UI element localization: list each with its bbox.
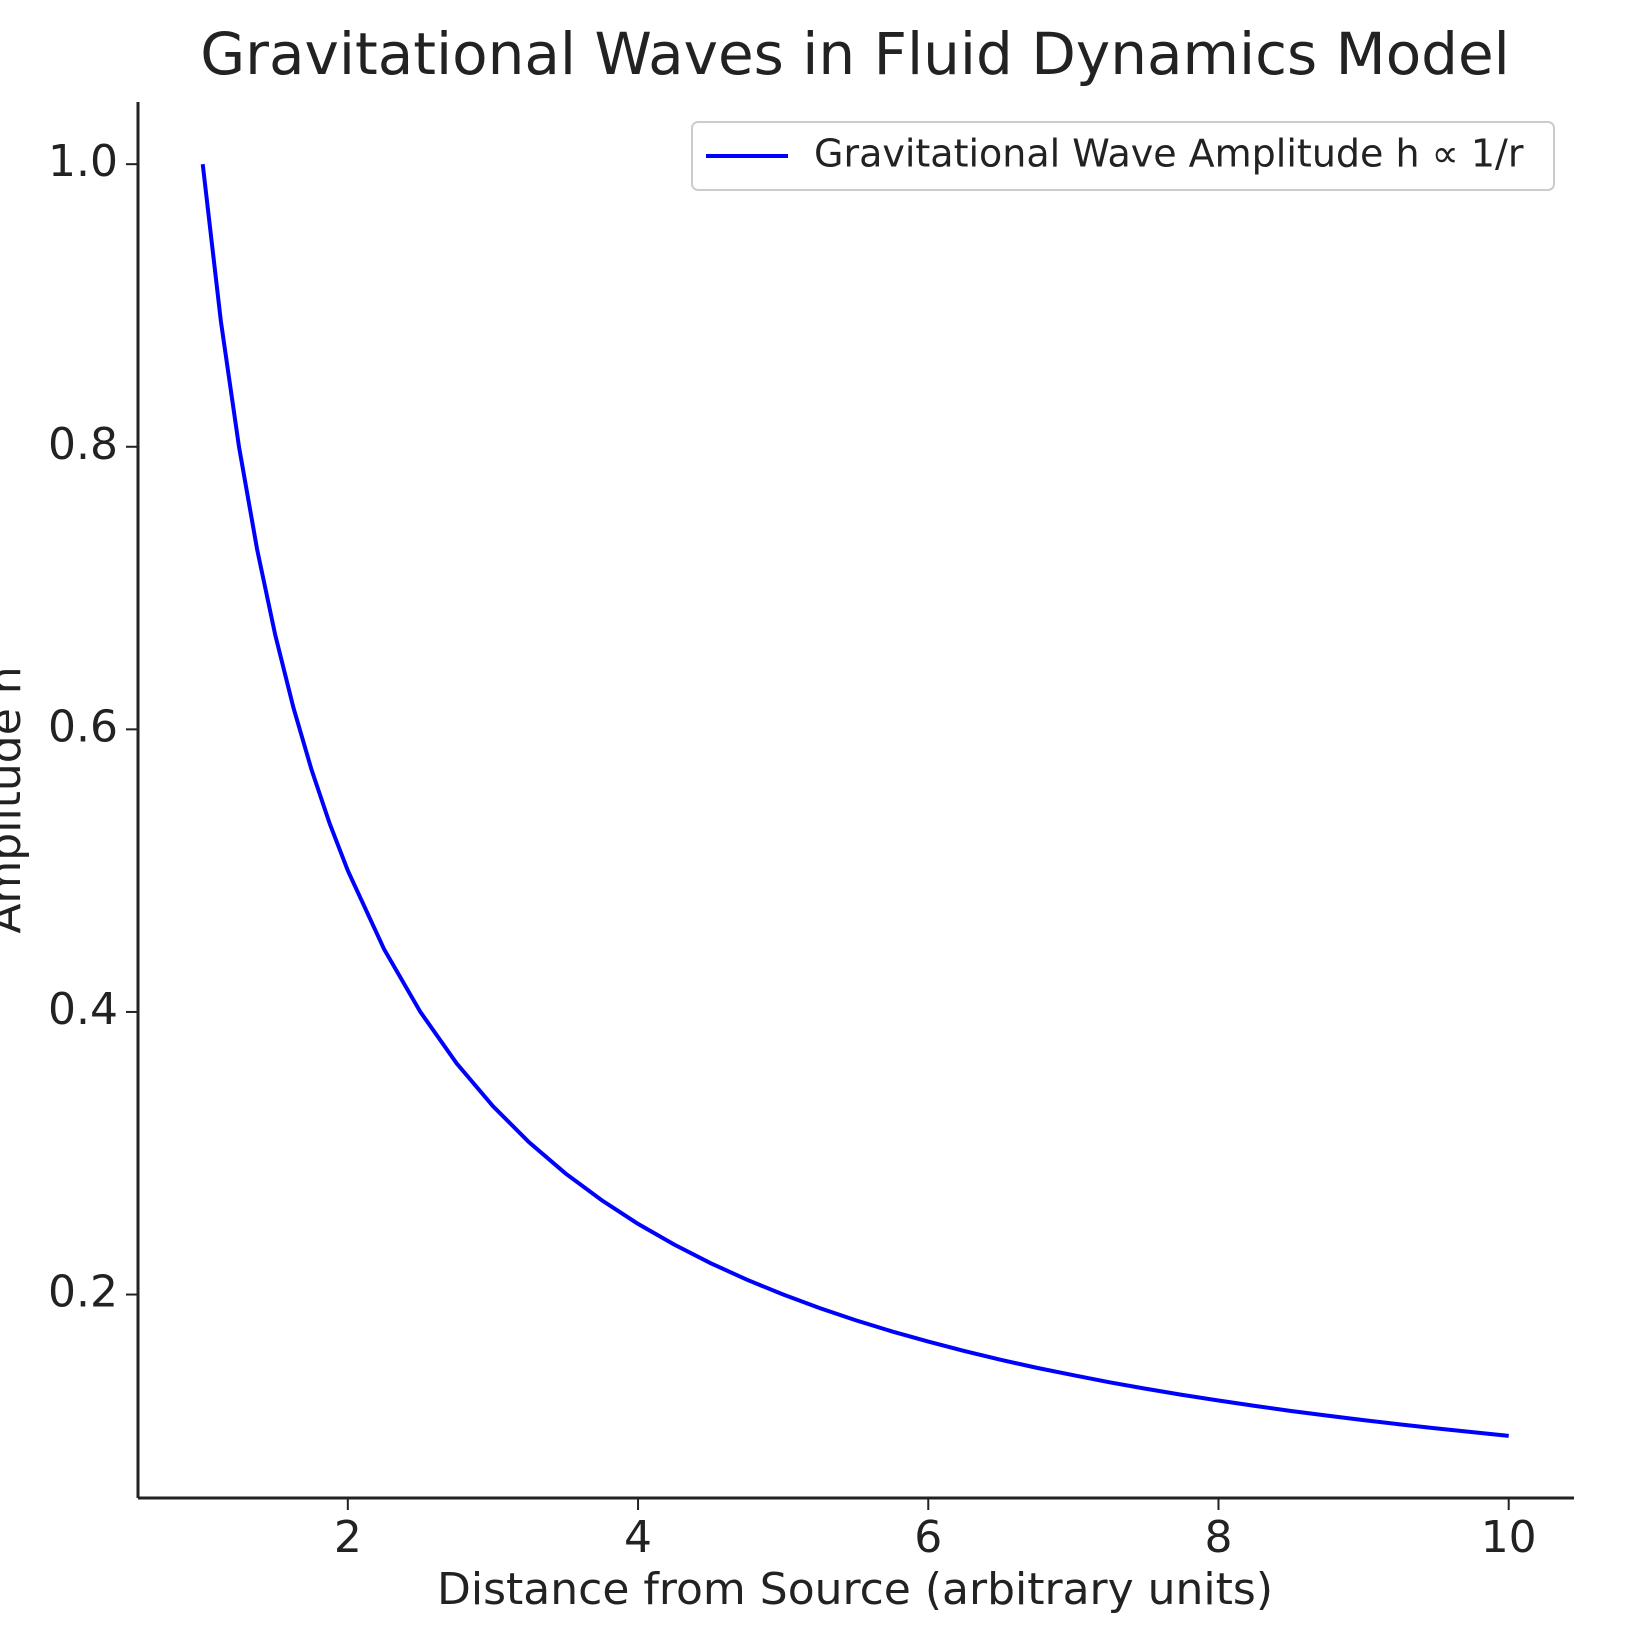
y-tick-label: 0.8: [48, 419, 118, 470]
legend-label: Gravitational Wave Amplitude h ∝ 1/r: [814, 132, 1524, 176]
x-axis-label: Distance from Source (arbitrary units): [437, 1564, 1273, 1615]
y-tick-label: 0.4: [48, 984, 118, 1035]
y-axis-label: Amplitude h: [0, 666, 31, 933]
y-tick-label: 0.2: [48, 1267, 118, 1318]
legend-box: [691, 121, 1555, 191]
y-tick-label: 1.0: [48, 136, 118, 187]
legend: Gravitational Wave Amplitude h ∝ 1/r: [691, 121, 1555, 191]
x-tick-label: 8: [1204, 1512, 1232, 1563]
chart-title: Gravitational Waves in Fluid Dynamics Mo…: [200, 20, 1510, 88]
x-tick-label: 2: [334, 1512, 362, 1563]
x-tick-label: 4: [624, 1512, 652, 1563]
data-line: [200, 163, 1509, 1438]
y-tick-label: 0.6: [48, 701, 118, 752]
x-tick-label: 6: [914, 1512, 942, 1563]
x-tick-label: 10: [1481, 1512, 1537, 1563]
